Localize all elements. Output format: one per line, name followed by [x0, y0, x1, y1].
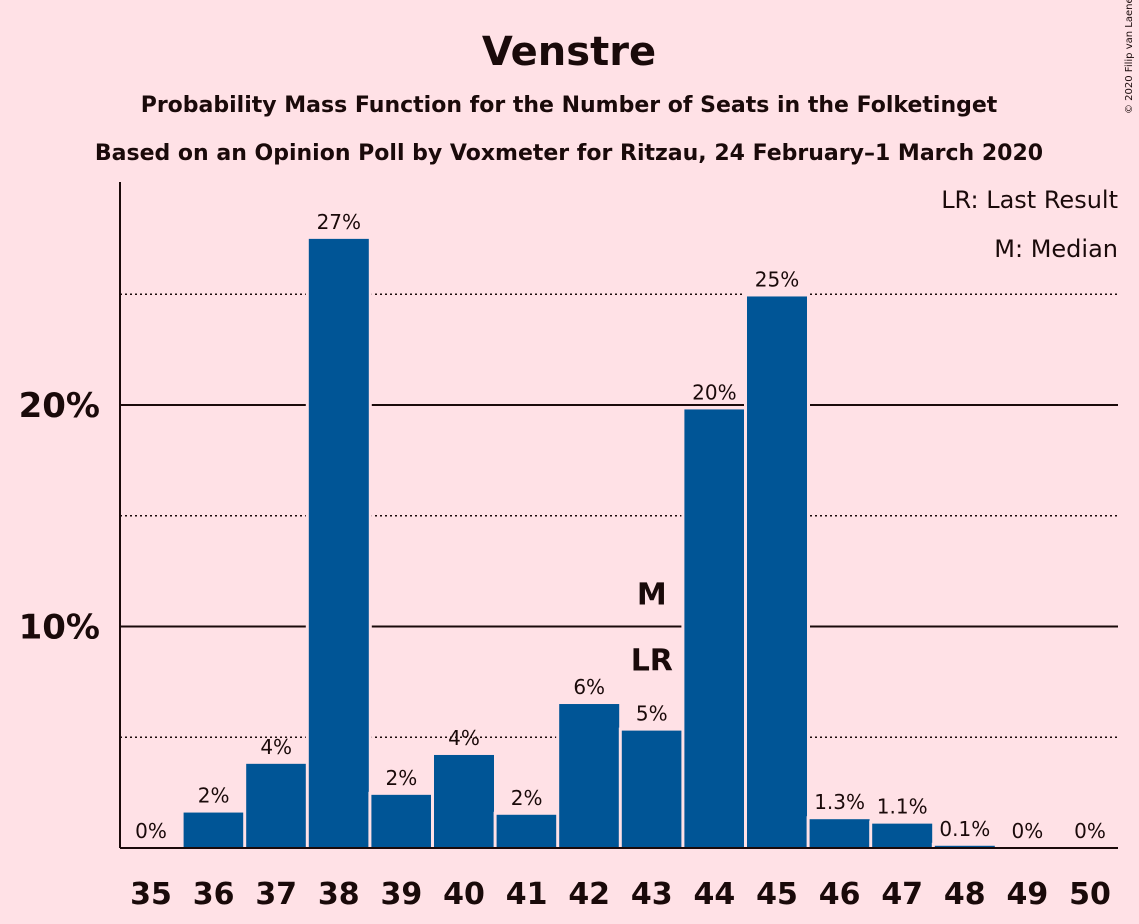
x-tick-label-41: 41 [506, 877, 548, 912]
data-label-44: 20% [692, 380, 736, 404]
chart-subtitle-2: Based on an Opinion Poll by Voxmeter for… [95, 141, 1043, 166]
data-label-50: 0% [1074, 819, 1106, 843]
x-tick-label-44: 44 [694, 877, 736, 912]
data-label-43: 5% [636, 702, 668, 726]
bars: 0% 2% 4% 27% 2% 4% 2% 6% 5% 20% 25% 1.3% 1.1% 0.1% 0% 0… [135, 210, 1106, 849]
copyright: © 2020 Filip van Laenen [1124, 0, 1135, 114]
chart-title: Venstre [482, 29, 656, 75]
median-marker: M [637, 578, 667, 613]
legend-last-result: LR: Last Result [941, 186, 1118, 214]
data-label-37: 4% [260, 735, 292, 759]
data-label-35: 0% [135, 819, 167, 843]
x-tick-label-39: 39 [381, 877, 423, 912]
data-label-48: 0.1% [939, 817, 990, 841]
bar-47 [872, 823, 933, 848]
gridlines [120, 293, 1118, 738]
bar-38 [308, 238, 369, 848]
x-tick-label-48: 48 [944, 877, 986, 912]
data-label-46: 1.3% [814, 790, 865, 814]
data-label-47: 1.1% [877, 795, 928, 819]
data-label-49: 0% [1012, 819, 1044, 843]
bar-44 [684, 409, 745, 848]
y-tick-label: 10% [19, 608, 100, 648]
x-tick-label-50: 50 [1069, 877, 1111, 912]
x-tick-label-47: 47 [881, 877, 923, 912]
chart-subtitle: Probability Mass Function for the Number… [141, 93, 998, 118]
x-tick-label-38: 38 [318, 877, 360, 912]
bar-42 [559, 704, 620, 848]
data-label-41: 2% [511, 786, 543, 810]
bar-36 [183, 812, 244, 848]
x-tick-label-42: 42 [568, 877, 610, 912]
data-label-42: 6% [573, 675, 605, 699]
x-tick-label-35: 35 [130, 877, 172, 912]
x-tick-label-40: 40 [443, 877, 485, 912]
y-tick-label: 20% [19, 386, 100, 426]
bar-48 [934, 845, 995, 848]
data-label-38: 27% [317, 210, 361, 234]
x-tick-label-43: 43 [631, 877, 673, 912]
data-label-45: 25% [755, 267, 799, 291]
x-tick-label-49: 49 [1007, 877, 1049, 912]
bar-40 [434, 754, 494, 848]
bar-39 [371, 794, 432, 848]
bar-43 [621, 730, 682, 848]
bar-37 [246, 763, 307, 848]
last-result-marker: LR [631, 644, 673, 679]
axes: 10% 20% 35 36 37 38 39 40 41 42 43 44 45 46 47 48 49 50 [19, 182, 1118, 912]
data-label-40: 4% [448, 726, 480, 750]
data-label-39: 2% [386, 766, 418, 790]
x-tick-label-45: 45 [756, 877, 798, 912]
x-tick-label-37: 37 [255, 877, 297, 912]
x-tick-label-36: 36 [193, 877, 235, 912]
legend-median: M: Median [994, 235, 1118, 263]
bar-45 [747, 296, 807, 849]
data-label-36: 2% [198, 784, 230, 808]
x-tick-label-46: 46 [819, 877, 861, 912]
bar-46 [809, 819, 870, 848]
bar-41 [496, 814, 557, 848]
bar-gap [931, 842, 998, 848]
